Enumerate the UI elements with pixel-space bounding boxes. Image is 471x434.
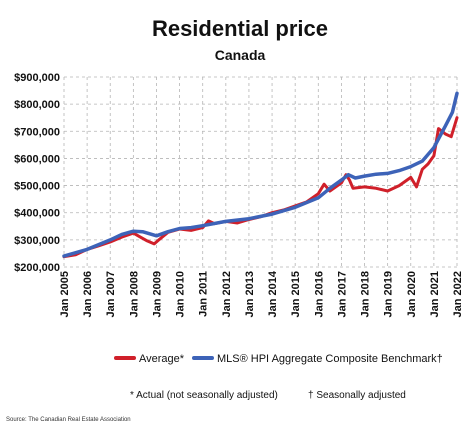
- y-tick-label: $400,000: [14, 208, 60, 220]
- y-tick-label: $700,000: [14, 126, 60, 138]
- chart-title: Residential price: [152, 16, 328, 41]
- y-tick-label: $800,000: [14, 99, 60, 111]
- x-tick-label: Jan 2016: [313, 271, 325, 317]
- x-tick-label: Jan 2007: [105, 271, 117, 317]
- footnote-seasonally-adjusted: † Seasonally adjusted: [308, 390, 406, 401]
- y-tick-label: $200,000: [14, 262, 60, 274]
- x-tick-label: Jan 2009: [151, 271, 163, 317]
- x-tick-label: Jan 2019: [383, 271, 395, 317]
- x-tick-label: Jan 2020: [406, 271, 418, 317]
- x-tick-label: Jan 2017: [336, 271, 348, 317]
- chart-subtitle: Canada: [215, 47, 266, 63]
- x-tick-label: Jan 2011: [198, 271, 210, 317]
- grid-layer: [63, 76, 458, 268]
- x-tick-label: Jan 2015: [290, 271, 302, 317]
- y-tick-labels: $200,000 $300,000 $400,000 $500,000 $600,000…: [14, 72, 60, 274]
- x-tick-label: Jan 2013: [244, 271, 256, 317]
- x-tick-label: Jan 2008: [128, 271, 140, 317]
- legend: Average* MLS® HPI Aggregate Composite Be…: [114, 353, 443, 365]
- x-tick-label: Jan 2005: [59, 271, 71, 317]
- x-tick-label: Jan 2022: [452, 271, 464, 317]
- legend-label-average: Average*: [139, 353, 185, 365]
- x-tick-label: Jan 2021: [429, 271, 441, 317]
- x-tick-label: Jan 2012: [221, 271, 233, 317]
- source-note: Source: The Canadian Real Estate Associa…: [6, 417, 131, 423]
- series-layer: [62, 91, 459, 259]
- x-tick-label: Jan 2010: [175, 271, 187, 317]
- x-tick-label: Jan 2006: [82, 271, 94, 317]
- y-tick-label: $300,000: [14, 235, 60, 247]
- y-tick-label: $500,000: [14, 181, 60, 193]
- footnote-actual: * Actual (not seasonally adjusted): [130, 390, 278, 401]
- x-tick-labels: Jan 2005 Jan 2006 Jan 2007 Jan 2008 Jan 2009…: [59, 270, 464, 317]
- x-tick-label: Jan 2014: [267, 270, 279, 317]
- y-tick-label: $600,000: [14, 153, 60, 165]
- x-tick-label: Jan 2018: [360, 271, 372, 317]
- y-tick-label: $900,000: [14, 72, 60, 84]
- legend-label-mls-hpi: MLS® HPI Aggregate Composite Benchmark†: [217, 353, 443, 365]
- series-line-mls-hpi: [62, 91, 459, 258]
